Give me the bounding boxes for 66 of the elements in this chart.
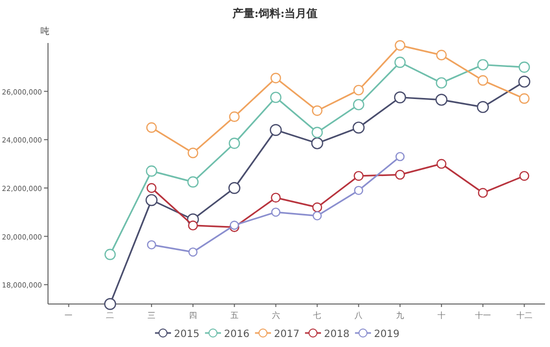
- point: [519, 170, 530, 181]
- point: [270, 92, 282, 104]
- point: [436, 158, 446, 169]
- legend-label: 2019: [374, 329, 400, 340]
- point: [146, 122, 157, 133]
- point: [312, 105, 323, 116]
- point: [394, 40, 406, 51]
- point: [270, 192, 281, 203]
- point: [394, 56, 406, 68]
- point: [478, 75, 488, 86]
- legend-label: 2015: [174, 329, 200, 340]
- x-tick-label: 十: [437, 311, 446, 320]
- point: [270, 72, 282, 84]
- point: [395, 152, 405, 162]
- legend-label: 2016: [224, 329, 250, 340]
- point: [146, 183, 156, 193]
- point: [271, 208, 280, 217]
- point: [518, 62, 530, 73]
- point: [435, 94, 448, 106]
- point: [395, 170, 405, 180]
- point: [352, 122, 365, 134]
- point: [104, 298, 116, 310]
- x-tick-label: 三: [148, 311, 156, 320]
- point: [146, 194, 158, 206]
- x-tick-label: 十二: [516, 311, 532, 320]
- x-tick-label: 四: [188, 311, 197, 320]
- x-tick-label: 七: [313, 311, 322, 320]
- point: [352, 98, 364, 110]
- point: [518, 93, 530, 104]
- chart-title: 产量:饲料:当月值: [231, 7, 318, 20]
- point: [229, 111, 240, 122]
- x-tick-label: 五: [230, 311, 238, 320]
- point: [354, 186, 364, 196]
- point: [228, 182, 240, 194]
- point: [188, 247, 198, 257]
- point: [230, 220, 239, 230]
- point: [188, 148, 198, 158]
- legend-label: 2017: [274, 329, 300, 340]
- point: [188, 220, 198, 230]
- point: [436, 50, 447, 60]
- point: [312, 126, 323, 138]
- x-tick-label: 六: [272, 311, 280, 320]
- legend-label: 2018: [324, 329, 350, 340]
- point: [312, 211, 322, 220]
- point: [477, 59, 489, 70]
- x-tick-label: 九: [396, 311, 404, 320]
- point: [478, 188, 488, 198]
- point: [476, 101, 489, 114]
- x-tick-label: 十一: [474, 311, 491, 320]
- x-tick-label: 八: [354, 311, 363, 320]
- point: [146, 165, 158, 177]
- point: [394, 91, 406, 104]
- x-tick-label: 一: [64, 311, 73, 320]
- point: [353, 84, 364, 96]
- point: [354, 170, 364, 181]
- point: [311, 137, 324, 150]
- point: [518, 76, 530, 88]
- x-tick-label: 二: [106, 311, 114, 320]
- point: [270, 124, 282, 136]
- point: [312, 202, 322, 212]
- point: [104, 248, 116, 260]
- point: [146, 240, 156, 250]
- point: [187, 176, 199, 188]
- point: [436, 77, 448, 89]
- y-axis-title: 吨: [40, 26, 50, 37]
- point: [228, 138, 240, 149]
